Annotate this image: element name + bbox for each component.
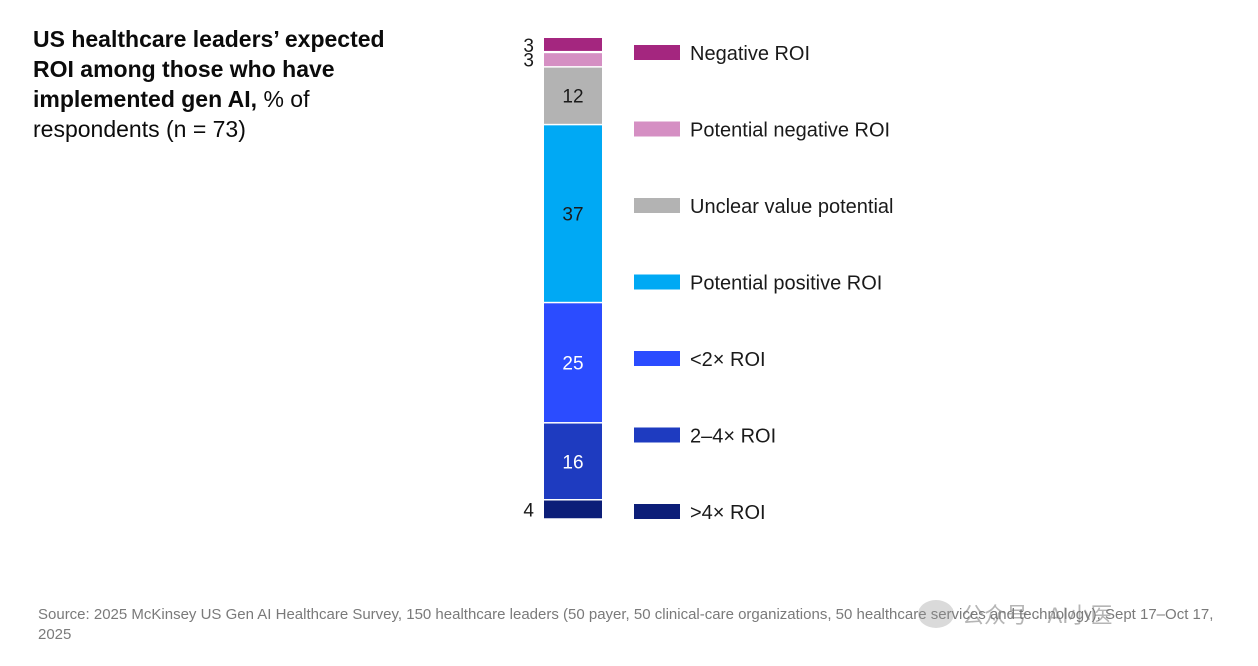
bar-segment-2-4-roi <box>544 423 602 500</box>
source-note: Source: 2025 McKinsey US Gen AI Healthca… <box>38 606 1214 643</box>
data-label-2-roi: 25 <box>562 354 583 375</box>
data-label-potential-positive-roi: 37 <box>562 205 583 226</box>
legend-swatch-2-4-roi <box>634 427 680 443</box>
data-label-unclear-value-potential: 12 <box>562 87 583 108</box>
legend-label-4-roi: >4× ROI <box>690 502 766 524</box>
legend-label-2-4-roi: 2–4× ROI <box>690 426 776 448</box>
legend-label-negative-roi: Negative ROI <box>690 43 810 65</box>
chart-title-rest: % of respondents (n = 73) <box>33 86 310 142</box>
data-label-2-4-roi: 16 <box>562 452 583 473</box>
bar-segment-2-roi <box>544 303 602 423</box>
data-label-negative-roi: 3 <box>523 36 534 57</box>
legend-swatch-negative-roi <box>634 45 680 60</box>
bar-segment-negative-roi <box>544 38 602 51</box>
legend-swatch-2-roi <box>634 351 680 366</box>
bar-segment-4-roi <box>544 500 602 519</box>
watermark: 公众号 · AI小医 <box>918 598 1112 630</box>
chart-title-bold: US healthcare leaders’ expected ROI amon… <box>33 26 385 112</box>
watermark-text: 公众号 · AI小医 <box>962 603 1113 628</box>
legend-label-potential-positive-roi: Potential positive ROI <box>690 273 882 295</box>
legend-label-2-roi: <2× ROI <box>690 349 766 371</box>
legend-label-potential-negative-roi: Potential negative ROI <box>690 120 890 142</box>
legend-swatch-4-roi <box>634 504 680 519</box>
bar-segment-unclear-value-potential <box>544 67 602 124</box>
legend-swatch-potential-positive-roi <box>634 274 680 290</box>
wechat-logo-icon <box>918 600 954 628</box>
legend-label-unclear-value-potential: Unclear value potential <box>690 196 893 218</box>
legend: Negative ROI Potential negative ROI Unclea… <box>634 43 893 524</box>
bar-segment-potential-negative-roi <box>544 53 602 67</box>
bar-segment-potential-positive-roi <box>544 125 602 302</box>
legend-swatch-unclear-value-potential <box>634 198 680 213</box>
legend-swatch-potential-negative-roi <box>634 121 680 137</box>
data-label-potential-negative-roi: 3 <box>523 51 534 72</box>
bar-stack: 4 16 25 37 12 33 <box>523 36 602 521</box>
chart-title: US healthcare leaders’ expected ROI amon… <box>33 24 393 144</box>
data-label-4-roi: 4 <box>523 500 534 521</box>
